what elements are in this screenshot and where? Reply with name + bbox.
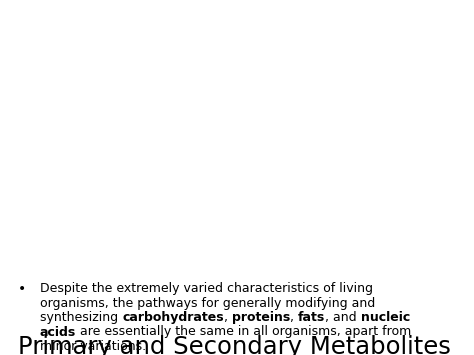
Text: minor variations.: minor variations. [40, 340, 146, 353]
Text: organisms, the pathways for generally modifying and: organisms, the pathways for generally mo… [40, 296, 375, 310]
Text: carbohydrates: carbohydrates [122, 311, 224, 324]
Text: , and: , and [325, 311, 361, 324]
Text: fats: fats [298, 311, 325, 324]
Text: proteins: proteins [232, 311, 290, 324]
Text: acids: acids [40, 326, 76, 339]
Text: Primary and Secondary Metabolites: Primary and Secondary Metabolites [18, 335, 451, 355]
Text: Despite the extremely varied characteristics of living: Despite the extremely varied characteris… [40, 282, 373, 295]
Text: synthesizing: synthesizing [40, 311, 122, 324]
Text: •: • [18, 282, 26, 296]
Text: ,: , [224, 311, 232, 324]
Text: are essentially the same in all organisms, apart from: are essentially the same in all organism… [76, 326, 411, 339]
Text: nucleic: nucleic [361, 311, 410, 324]
Text: ,: , [290, 311, 298, 324]
